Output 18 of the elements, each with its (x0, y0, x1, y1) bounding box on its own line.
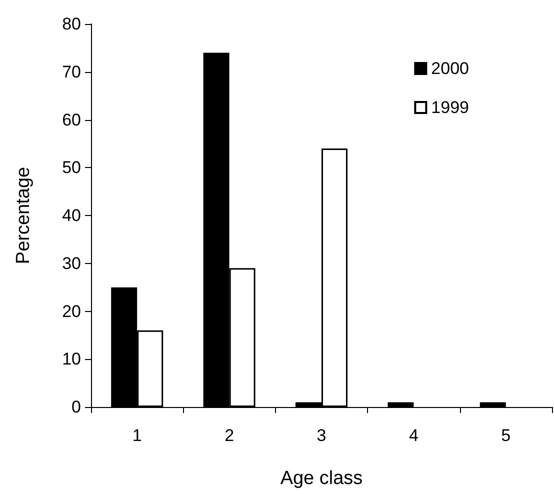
x-tick-label: 2 (224, 426, 234, 445)
y-tick-label: 80 (62, 14, 81, 34)
y-tick-label: 70 (62, 62, 81, 82)
legend-label: 2000 (431, 59, 470, 78)
y-axis-title: Percentage (13, 166, 34, 264)
y-tick-label: 40 (62, 206, 81, 225)
x-tick-label: 1 (132, 426, 142, 445)
y-tick-label: 10 (62, 350, 81, 369)
y-tick-label: 30 (62, 254, 81, 273)
y-tick-label: 50 (62, 158, 81, 178)
x-tick-label: 5 (501, 426, 511, 445)
legend-label: 1999 (431, 98, 470, 117)
x-axis-title: Age class (280, 468, 363, 489)
y-tick-label: 20 (62, 302, 81, 321)
y-tick-label: 60 (62, 110, 81, 130)
x-tick-label: 3 (316, 426, 326, 445)
y-tick-label: 0 (72, 398, 81, 416)
x-tick-label: 4 (408, 426, 418, 445)
